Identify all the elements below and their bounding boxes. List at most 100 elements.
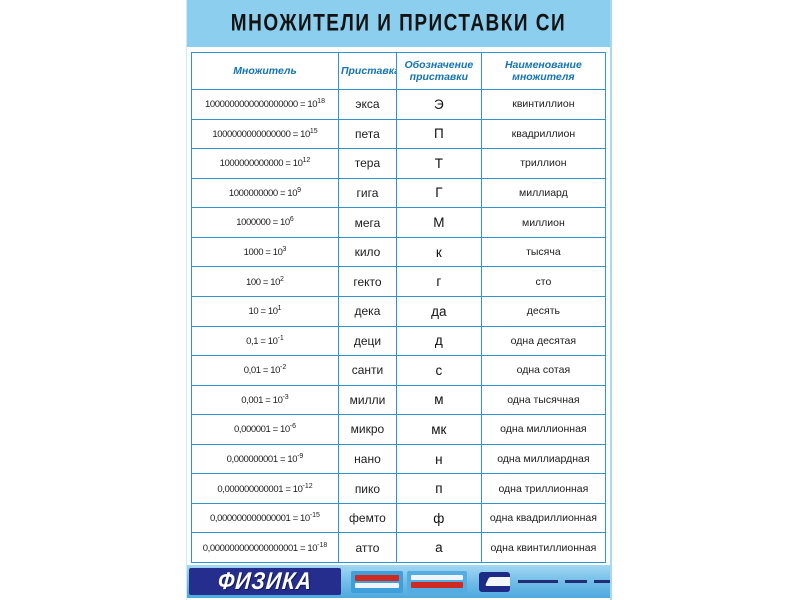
dash [565,580,587,583]
symbol-cell: а [395,532,482,563]
symbol-cell: Э [395,89,482,120]
dash [594,580,610,583]
multiplier-cell: 0,000000000000001 = 10-15 [191,502,339,534]
prefix-cell: нано [337,443,397,475]
prefix-cell: пета [337,118,397,150]
si-prefixes-poster: МНОЖИТЕЛИ И ПРИСТАВКИ СИ Множитель Прист… [186,0,612,600]
prefix-cell: микро [337,414,397,445]
header-designation: Обозначение приставки [395,52,482,90]
badge-white-bar [355,583,399,588]
symbol-cell: н [395,443,482,475]
table-row: 100 = 102 гекто г сто [191,266,607,297]
name-cell: десять [480,295,607,327]
prefix-cell: гига [337,177,397,209]
symbol-cell: ф [395,502,482,534]
name-cell: одна миллиардная [480,443,607,475]
symbol-cell: п [395,473,482,504]
multiplier-cell: 0,000000000001 = 10-12 [191,473,339,504]
symbol-cell: с [395,355,482,386]
table-row: 0,000000001 = 10-9 нано н одна миллиардная [191,443,607,475]
symbol-cell: П [395,118,482,150]
name-cell: одна сотая [480,355,607,386]
table-row: 0,000000000000000001 = 10-18 атто а одна кв… [191,532,607,563]
multiplier-cell: 1000000000 = 109 [191,177,339,209]
footer-badge-2 [406,570,467,593]
symbol-cell: М [395,207,482,238]
symbol-cell: мк [395,414,482,445]
header-multiplier: Множитель [191,52,339,90]
multiplier-cell: 1000 = 103 [191,236,339,268]
prefix-cell: гекто [337,266,397,297]
symbol-cell: д [395,325,482,357]
name-cell: одна десятая [480,325,607,357]
name-cell: тысяча [480,236,607,268]
prefix-cell: санти [337,355,397,386]
symbol-cell: к [395,236,482,268]
name-cell: одна миллионная [480,414,607,445]
multiplier-cell: 0,01 = 10-2 [191,355,339,386]
name-cell: миллион [480,207,607,238]
multiplier-cell: 1000000000000 = 1012 [191,148,339,179]
table-header-row: Множитель Приставка Обозначение приставк… [191,52,607,90]
physics-brand-block: ФИЗИКА [189,568,341,595]
si-prefix-table: Множитель Приставка Обозначение приставк… [191,52,607,563]
symbol-cell: г [395,266,482,297]
multiplier-cell: 1000000 = 106 [191,207,339,238]
multiplier-cell: 10 = 101 [191,295,339,327]
table-row: 0,000000000000001 = 10-15 фемто ф одна квад… [191,502,607,534]
prefix-cell: атто [337,532,397,563]
prefix-cell: кило [337,236,397,268]
badge-red-bar [410,582,463,588]
name-cell: одна квинтиллионная [480,532,607,563]
table-row: 0,01 = 10-2 санти с одна сотая [191,355,607,386]
title-band: МНОЖИТЕЛИ И ПРИСТАВКИ СИ [187,0,610,47]
prefix-cell: пико [337,473,397,504]
table-row: 10 = 101 дека да десять [191,295,607,327]
badge-white-bar [410,575,463,580]
multiplier-cell: 100 = 102 [191,266,339,297]
multiplier-cell: 0,1 = 10-1 [191,325,339,357]
multiplier-cell: 0,000000000000000001 = 10-18 [191,532,339,563]
footer-band: ФИЗИКА [187,565,610,598]
footer-dashes [518,580,610,583]
dash [518,580,558,583]
symbol-cell: Т [395,148,482,179]
name-cell: сто [480,266,607,297]
name-cell: триллион [480,148,607,179]
table-row: 0,000001 = 10-6 микро мк одна миллионная [191,414,607,445]
badge-red-bar [355,575,399,581]
table-row: 0,000000000001 = 10-12 пико п одна триллион… [191,473,607,504]
name-cell: одна тысячная [480,384,607,416]
prefix-cell: тера [337,148,397,179]
prefix-cell: фемто [337,502,397,534]
header-name: Наименование множителя [480,52,607,90]
symbol-cell: да [395,295,482,327]
name-cell: одна триллионная [480,473,607,504]
multiplier-cell: 1000000000000000000 = 1018 [191,89,339,120]
footer-badge-1 [351,570,403,593]
table-row: 0,1 = 10-1 деци д одна десятая [191,325,607,357]
name-cell: квинтиллион [480,89,607,120]
prefix-cell: дека [337,295,397,327]
multiplier-cell: 0,000001 = 10-6 [191,414,339,445]
table-row: 1000 = 103 кило к тысяча [191,236,607,268]
multiplier-cell: 1000000000000000 = 1015 [191,118,339,150]
prefix-cell: деци [337,325,397,357]
table-row: 0,001 = 10-3 милли м одна тысячная [191,384,607,416]
prefix-cell: экса [337,89,397,120]
header-prefix: Приставка [337,52,397,90]
name-cell: одна квадриллионная [480,502,607,534]
table-wrap: Множитель Приставка Обозначение приставк… [187,47,610,563]
publisher-logo [478,571,510,592]
symbol-cell: Г [395,177,482,209]
prefix-cell: милли [337,384,397,416]
name-cell: квадриллион [480,118,607,150]
multiplier-cell: 0,000000001 = 10-9 [191,443,339,475]
symbol-cell: м [395,384,482,416]
